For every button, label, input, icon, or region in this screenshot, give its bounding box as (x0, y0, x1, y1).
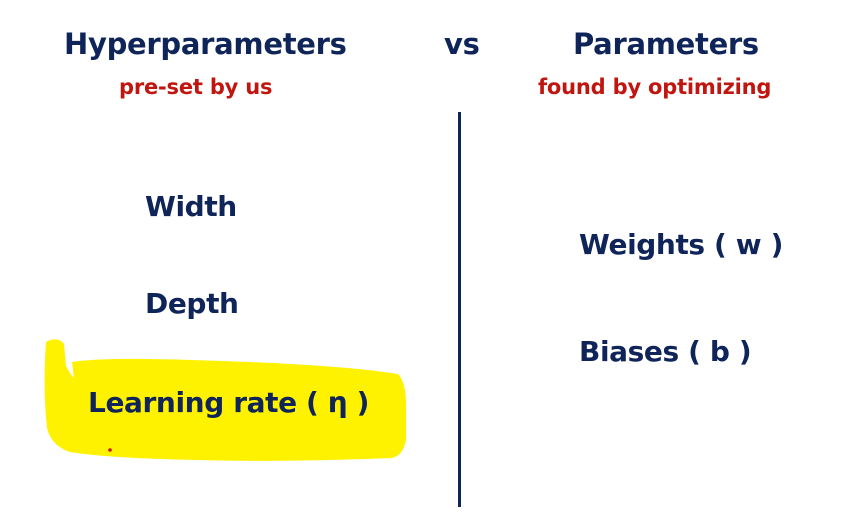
hyperparameters-title: Hyperparameters (64, 27, 347, 61)
vs-label: vs (444, 27, 480, 61)
hyperparameters-subtitle: pre-set by us (119, 75, 273, 99)
hyperparameter-learning-rate: Learning rate ( η ) (88, 386, 370, 419)
column-divider (458, 112, 461, 507)
parameter-weights: Weights ( w ) (579, 228, 784, 261)
parameter-biases: Biases ( b ) (579, 335, 752, 368)
parameters-title: Parameters (573, 27, 759, 61)
hyperparameter-width: Width (145, 190, 237, 223)
parameters-subtitle: found by optimizing (538, 75, 772, 99)
hyperparameter-depth: Depth (145, 287, 239, 320)
red-pen-dot (108, 448, 112, 452)
